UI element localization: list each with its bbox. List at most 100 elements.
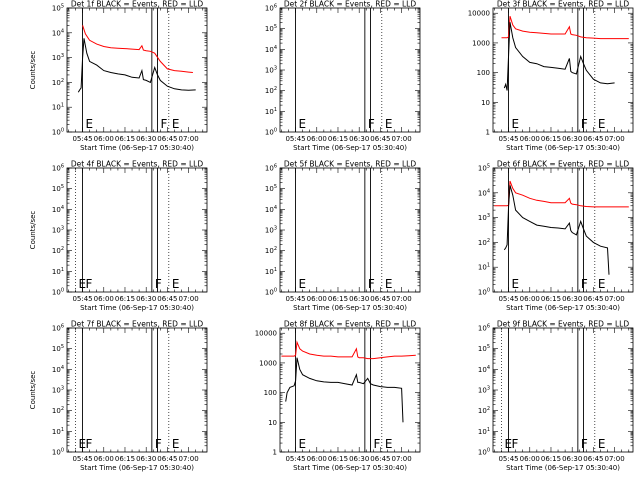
panel-title: Det 3f BLACK = Events, RED = LLD <box>497 0 630 9</box>
panel-det-3: 1 10 100 1000 10000 05:45 06:00 06:15 06:30 06:45… <box>468 0 634 152</box>
y-tick-label: 101 <box>265 107 277 116</box>
x-tick-label: 06:45 <box>583 455 603 463</box>
y-tick-label: 103 <box>265 226 277 235</box>
marker-label: F <box>581 277 588 291</box>
marker-label: E <box>86 117 94 131</box>
marker-label: E <box>172 117 180 131</box>
x-tick-label: 06:00 <box>307 295 327 303</box>
x-axis-label: Start Time (06-Sep-17 05:30:40) <box>293 464 407 472</box>
panel-title: Det 7f BLACK = Events, RED = LLD <box>71 320 204 329</box>
y-tick-label: 100 <box>477 69 490 77</box>
x-tick-label: 06:30 <box>136 295 156 303</box>
y-tick-label: 102 <box>478 238 490 247</box>
x-axis-label: Start Time (06-Sep-17 05:30:40) <box>293 304 407 312</box>
x-tick-label: 06:30 <box>349 455 369 463</box>
x-axis-label: Start Time (06-Sep-17 05:30:40) <box>80 464 194 472</box>
x-tick-label: 06:15 <box>541 135 561 143</box>
y-tick-label: 100 <box>265 128 277 137</box>
x-tick-label: 07:00 <box>179 295 199 303</box>
y-tick-label: 102 <box>478 406 490 415</box>
plot-frame <box>66 7 208 133</box>
plot-frame <box>279 327 421 453</box>
x-tick-label: 06:00 <box>520 135 540 143</box>
x-tick-label: 05:45 <box>285 295 305 303</box>
x-tick-label: 06:00 <box>94 455 114 463</box>
marker-label: F <box>374 437 381 451</box>
panel-title: Det 9f BLACK = Events, RED = LLD <box>497 320 630 329</box>
y-tick-label: 106 <box>265 4 277 13</box>
panel-det-9: 100 101 102 103 104 105 106 05:45 06:00 06:15 06:3… <box>478 320 634 472</box>
panel-title: Det 2f BLACK = Events, RED = LLD <box>284 0 417 9</box>
x-tick-label: 06:30 <box>562 455 582 463</box>
marker-label: F <box>155 277 162 291</box>
panel-det-4: 100 101 102 103 104 105 106 05:45 06:00 06:15 06:3… <box>29 160 208 312</box>
x-tick-label: 06:45 <box>157 295 177 303</box>
marker-label: E <box>172 277 180 291</box>
marker-label: E <box>598 437 606 451</box>
y-tick-label: 105 <box>265 24 277 33</box>
series-line-lld <box>281 340 416 360</box>
marker-label: E <box>299 437 307 451</box>
panel-det-1: 100 101 102 103 104 105 05:45 06:00 06:15 06:30 06… <box>29 0 208 152</box>
plot-frame <box>279 167 421 293</box>
y-tick-label: 104 <box>478 365 490 374</box>
y-tick-label: 105 <box>52 184 64 193</box>
x-tick-label: 06:15 <box>328 295 348 303</box>
y-tick-label: 102 <box>52 246 64 255</box>
x-tick-label: 06:30 <box>136 135 156 143</box>
marker-label: F <box>581 437 588 451</box>
y-tick-label: 100 <box>478 288 490 297</box>
panel-det-8: 1 10 100 1000 10000 05:45 06:00 06:15 06:30 06:45… <box>255 320 421 472</box>
x-tick-label: 06:45 <box>157 135 177 143</box>
plot-frame <box>492 327 634 453</box>
y-tick-label: 100 <box>265 288 277 297</box>
y-tick-label: 103 <box>52 53 64 62</box>
series-line-lld <box>82 25 193 73</box>
y-tick-label: 103 <box>478 386 490 395</box>
y-tick-label: 106 <box>478 324 490 333</box>
panel-title: Det 6f BLACK = Events, RED = LLD <box>497 160 630 169</box>
x-tick-label: 05:45 <box>72 135 92 143</box>
marker-label: E <box>172 437 180 451</box>
x-tick-label: 05:45 <box>498 295 518 303</box>
x-axis-label: Start Time (06-Sep-17 05:30:40) <box>506 464 620 472</box>
x-axis-label: Start Time (06-Sep-17 05:30:40) <box>506 304 620 312</box>
y-tick-label: 104 <box>265 45 277 54</box>
y-tick-label: 106 <box>265 164 277 173</box>
x-tick-label: 06:30 <box>562 295 582 303</box>
y-tick-label: 102 <box>52 406 64 415</box>
x-tick-label: 06:30 <box>349 295 369 303</box>
x-tick-label: 06:15 <box>328 135 348 143</box>
y-tick-label: 101 <box>478 263 490 272</box>
marker-label: F <box>581 117 588 131</box>
x-tick-label: 06:15 <box>115 295 135 303</box>
x-tick-label: 06:30 <box>136 455 156 463</box>
x-tick-label: 06:00 <box>520 455 540 463</box>
y-tick-label: 102 <box>52 78 64 87</box>
y-tick-label: 1 <box>273 449 277 457</box>
y-tick-label: 105 <box>478 164 490 173</box>
series-line-events <box>503 22 615 91</box>
x-tick-label: 07:00 <box>179 135 199 143</box>
y-tick-label: 10 <box>481 99 490 107</box>
x-tick-label: 07:00 <box>605 295 625 303</box>
marker-label: F <box>512 437 519 451</box>
x-tick-label: 06:45 <box>370 295 390 303</box>
x-tick-label: 06:45 <box>583 295 603 303</box>
marker-label: F <box>161 117 168 131</box>
marker-label: E <box>385 117 393 131</box>
marker-label: E <box>385 437 393 451</box>
x-tick-label: 07:00 <box>605 135 625 143</box>
x-tick-label: 06:15 <box>541 295 561 303</box>
x-tick-label: 06:15 <box>541 455 561 463</box>
y-tick-label: 1000 <box>259 359 277 367</box>
y-axis-label: Counts/sec <box>29 51 37 90</box>
panel-det-6: 100 101 102 103 104 105 05:45 06:00 06:15 06:30 06… <box>478 160 634 312</box>
plot-frame <box>492 7 634 133</box>
marker-label: E <box>512 277 520 291</box>
x-tick-label: 06:15 <box>115 135 135 143</box>
series-line-events <box>503 185 610 275</box>
y-tick-label: 104 <box>52 205 64 214</box>
y-tick-label: 105 <box>52 344 64 353</box>
x-tick-label: 07:00 <box>179 455 199 463</box>
